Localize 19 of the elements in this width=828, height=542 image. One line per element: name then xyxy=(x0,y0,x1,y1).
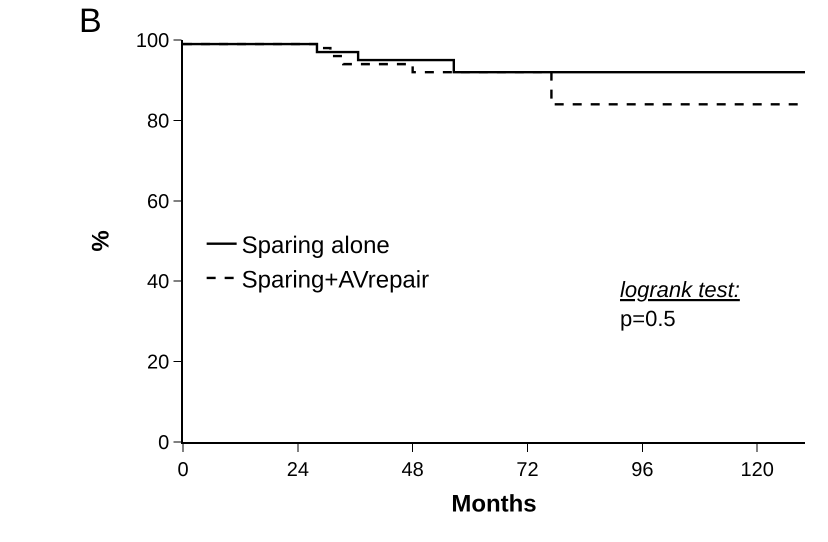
y-tick-label: 0 xyxy=(158,432,170,454)
x-axis-title: Months xyxy=(451,490,537,518)
x-tick-label: 0 xyxy=(177,458,189,481)
x-tick-label: 72 xyxy=(516,458,539,481)
x-tick-label: 24 xyxy=(286,458,309,481)
chart-title: B xyxy=(79,2,102,40)
y-tick-label: 100 xyxy=(136,30,170,52)
y-tick-label: 20 xyxy=(147,352,170,374)
y-tick-label: 40 xyxy=(147,271,170,294)
x-tick-label: 120 xyxy=(740,458,774,481)
y-tick-label: 80 xyxy=(147,110,170,132)
x-tick-label: 48 xyxy=(402,458,424,481)
annotation: logrank test: xyxy=(620,277,740,302)
y-axis-title: % xyxy=(87,230,114,252)
y-tick-label: 60 xyxy=(147,190,170,213)
legend-label: Sparing+AVrepair xyxy=(242,266,430,294)
x-tick-label: 96 xyxy=(631,458,654,481)
legend-label: Sparing alone xyxy=(242,232,390,260)
annotation: p=0.5 xyxy=(620,306,676,331)
